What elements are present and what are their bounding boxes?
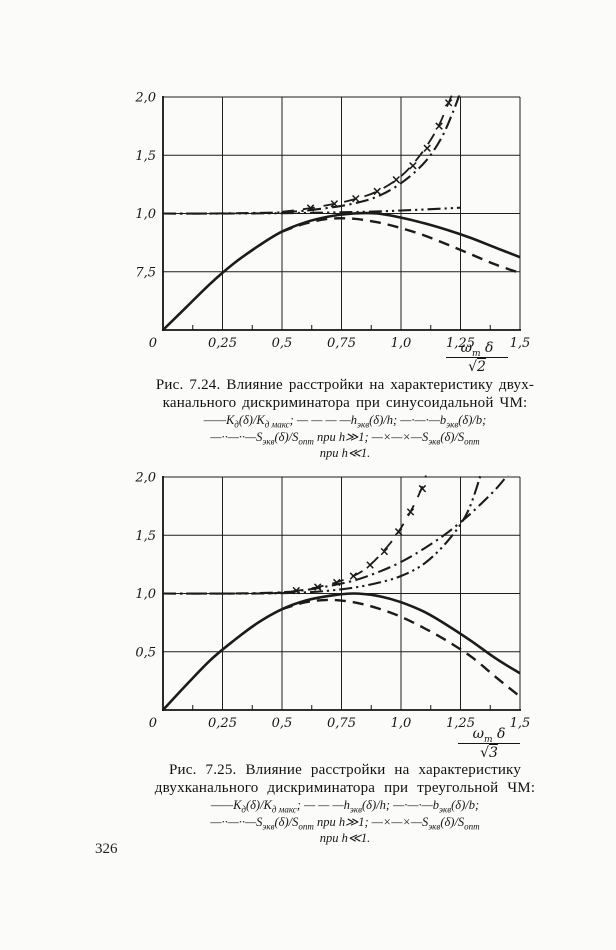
unit-denominator: √2 (468, 359, 486, 376)
x-tick-label: 0,25 (208, 716, 237, 731)
x-tick-label: 1,0 (391, 336, 412, 351)
series-xmarked (281, 95, 453, 213)
x-tick-label: 1,25 (446, 716, 475, 731)
x-marker (406, 508, 415, 516)
y-tick-label: 1,0 (135, 587, 156, 602)
unit-numerator: ωm δ (446, 340, 508, 358)
caption-line: канального дискриминатора при синусоидал… (162, 394, 528, 411)
series-dashdotdot (162, 475, 482, 595)
x-axis-unit-label: ωm δ √2 (446, 340, 508, 375)
x-marker (313, 583, 322, 591)
y-tick-label: 7,5 (135, 265, 156, 280)
x-tick-label: 0,75 (327, 336, 356, 351)
x-marker (333, 578, 341, 587)
caption-7-25: Рис. 7.25. Влияние расстройки на характе… (128, 762, 562, 847)
series-solid (162, 211, 521, 331)
series-xmarked (270, 475, 427, 595)
page-number: 326 (95, 841, 118, 857)
y-tick-label: 0,5 (135, 645, 156, 660)
x-axis-unit-label: ωm δ √3 (458, 726, 520, 761)
series-dashdotdot (162, 206, 461, 215)
series-dashdot (162, 95, 461, 215)
x-marker (349, 572, 358, 580)
x-marker (392, 175, 400, 184)
series-dashed (281, 598, 521, 698)
unit-denominator: √3 (480, 745, 498, 762)
y-tick-label: 1,0 (135, 207, 156, 222)
x-marker (423, 144, 431, 152)
legend-line: при h≪1. (319, 446, 371, 460)
y-tick-label: 2,0 (134, 91, 156, 106)
caption-line: двухканального дискриминатора при треуго… (154, 779, 536, 796)
chart-7-25: 2,0 1,5 1,0 0,5 0,25 0,5 0,75 1,0 1,25 1,5 0 (134, 471, 531, 732)
legend-line: ——Кд(δ)/Кд макс; — — —hэкв(δ)/h; —·—·—bэ… (210, 798, 480, 815)
x-tick-label: 1,0 (391, 716, 412, 731)
origin-label: 0 (149, 336, 157, 351)
x-marker (373, 187, 381, 196)
series-dashed (281, 217, 521, 275)
origin-label: 0 (149, 716, 157, 731)
x-marker (435, 122, 443, 130)
y-tick-label: 1,5 (135, 149, 156, 164)
x-marker (418, 484, 427, 493)
x-marker (409, 162, 417, 170)
figure-7-25: 2,0 1,5 1,0 0,5 0,25 0,5 0,75 1,0 1,25 1,5 0 ωm δ … (130, 468, 570, 778)
legend-line: ——Кд(δ)/Кд макс; — — — —hэкв(δ)/h; —·—·—… (203, 413, 487, 430)
legend-line: —··—··—Sэкв(δ)/Sопт при h≫1; —×—×—Sэкв(δ… (210, 814, 480, 831)
x-marker (292, 586, 301, 595)
series-solid (162, 592, 521, 711)
x-tick-label: 0,5 (272, 336, 293, 351)
x-marker (394, 528, 403, 536)
figure-7-24: 2,0 1,5 1,0 7,5 0,25 0,5 0,75 1,0 1,25 1,5 0 ωm δ … (130, 88, 570, 388)
legend-line: —··—··—Sэкв(δ)/Sопт при h≫1; —×—×—Sэкв(δ… (210, 429, 480, 446)
x-tick-label: 0,25 (208, 336, 237, 351)
unit-numerator: ωm δ (458, 726, 520, 744)
x-tick-label: 1,5 (510, 716, 531, 731)
caption-7-24: Рис. 7.24. Влияние расстройки на характе… (128, 377, 562, 462)
x-marker (444, 99, 453, 107)
y-tick-label: 1,5 (135, 529, 156, 544)
x-marker (366, 561, 374, 569)
chart-7-24: 2,0 1,5 1,0 7,5 0,25 0,5 0,75 1,0 1,25 1,5 0 (134, 91, 531, 352)
x-marker (352, 194, 360, 203)
series-dashdot (162, 475, 509, 595)
x-marker (380, 547, 389, 556)
x-tick-label: 1,5 (510, 336, 531, 351)
x-marker (330, 200, 339, 208)
x-tick-label: 0,5 (272, 716, 293, 731)
x-tick-label: 0,75 (327, 716, 356, 731)
caption-line: Рис. 7.25. Влияние расстройки на характе… (168, 762, 522, 778)
legend-line: при h≪1. (319, 831, 371, 845)
x-tick-label: 1,25 (446, 336, 475, 351)
y-tick-label: 2,0 (134, 471, 156, 486)
caption-line: Рис. 7.24. Влияние расстройки на характе… (155, 377, 535, 393)
x-marker (306, 204, 315, 212)
